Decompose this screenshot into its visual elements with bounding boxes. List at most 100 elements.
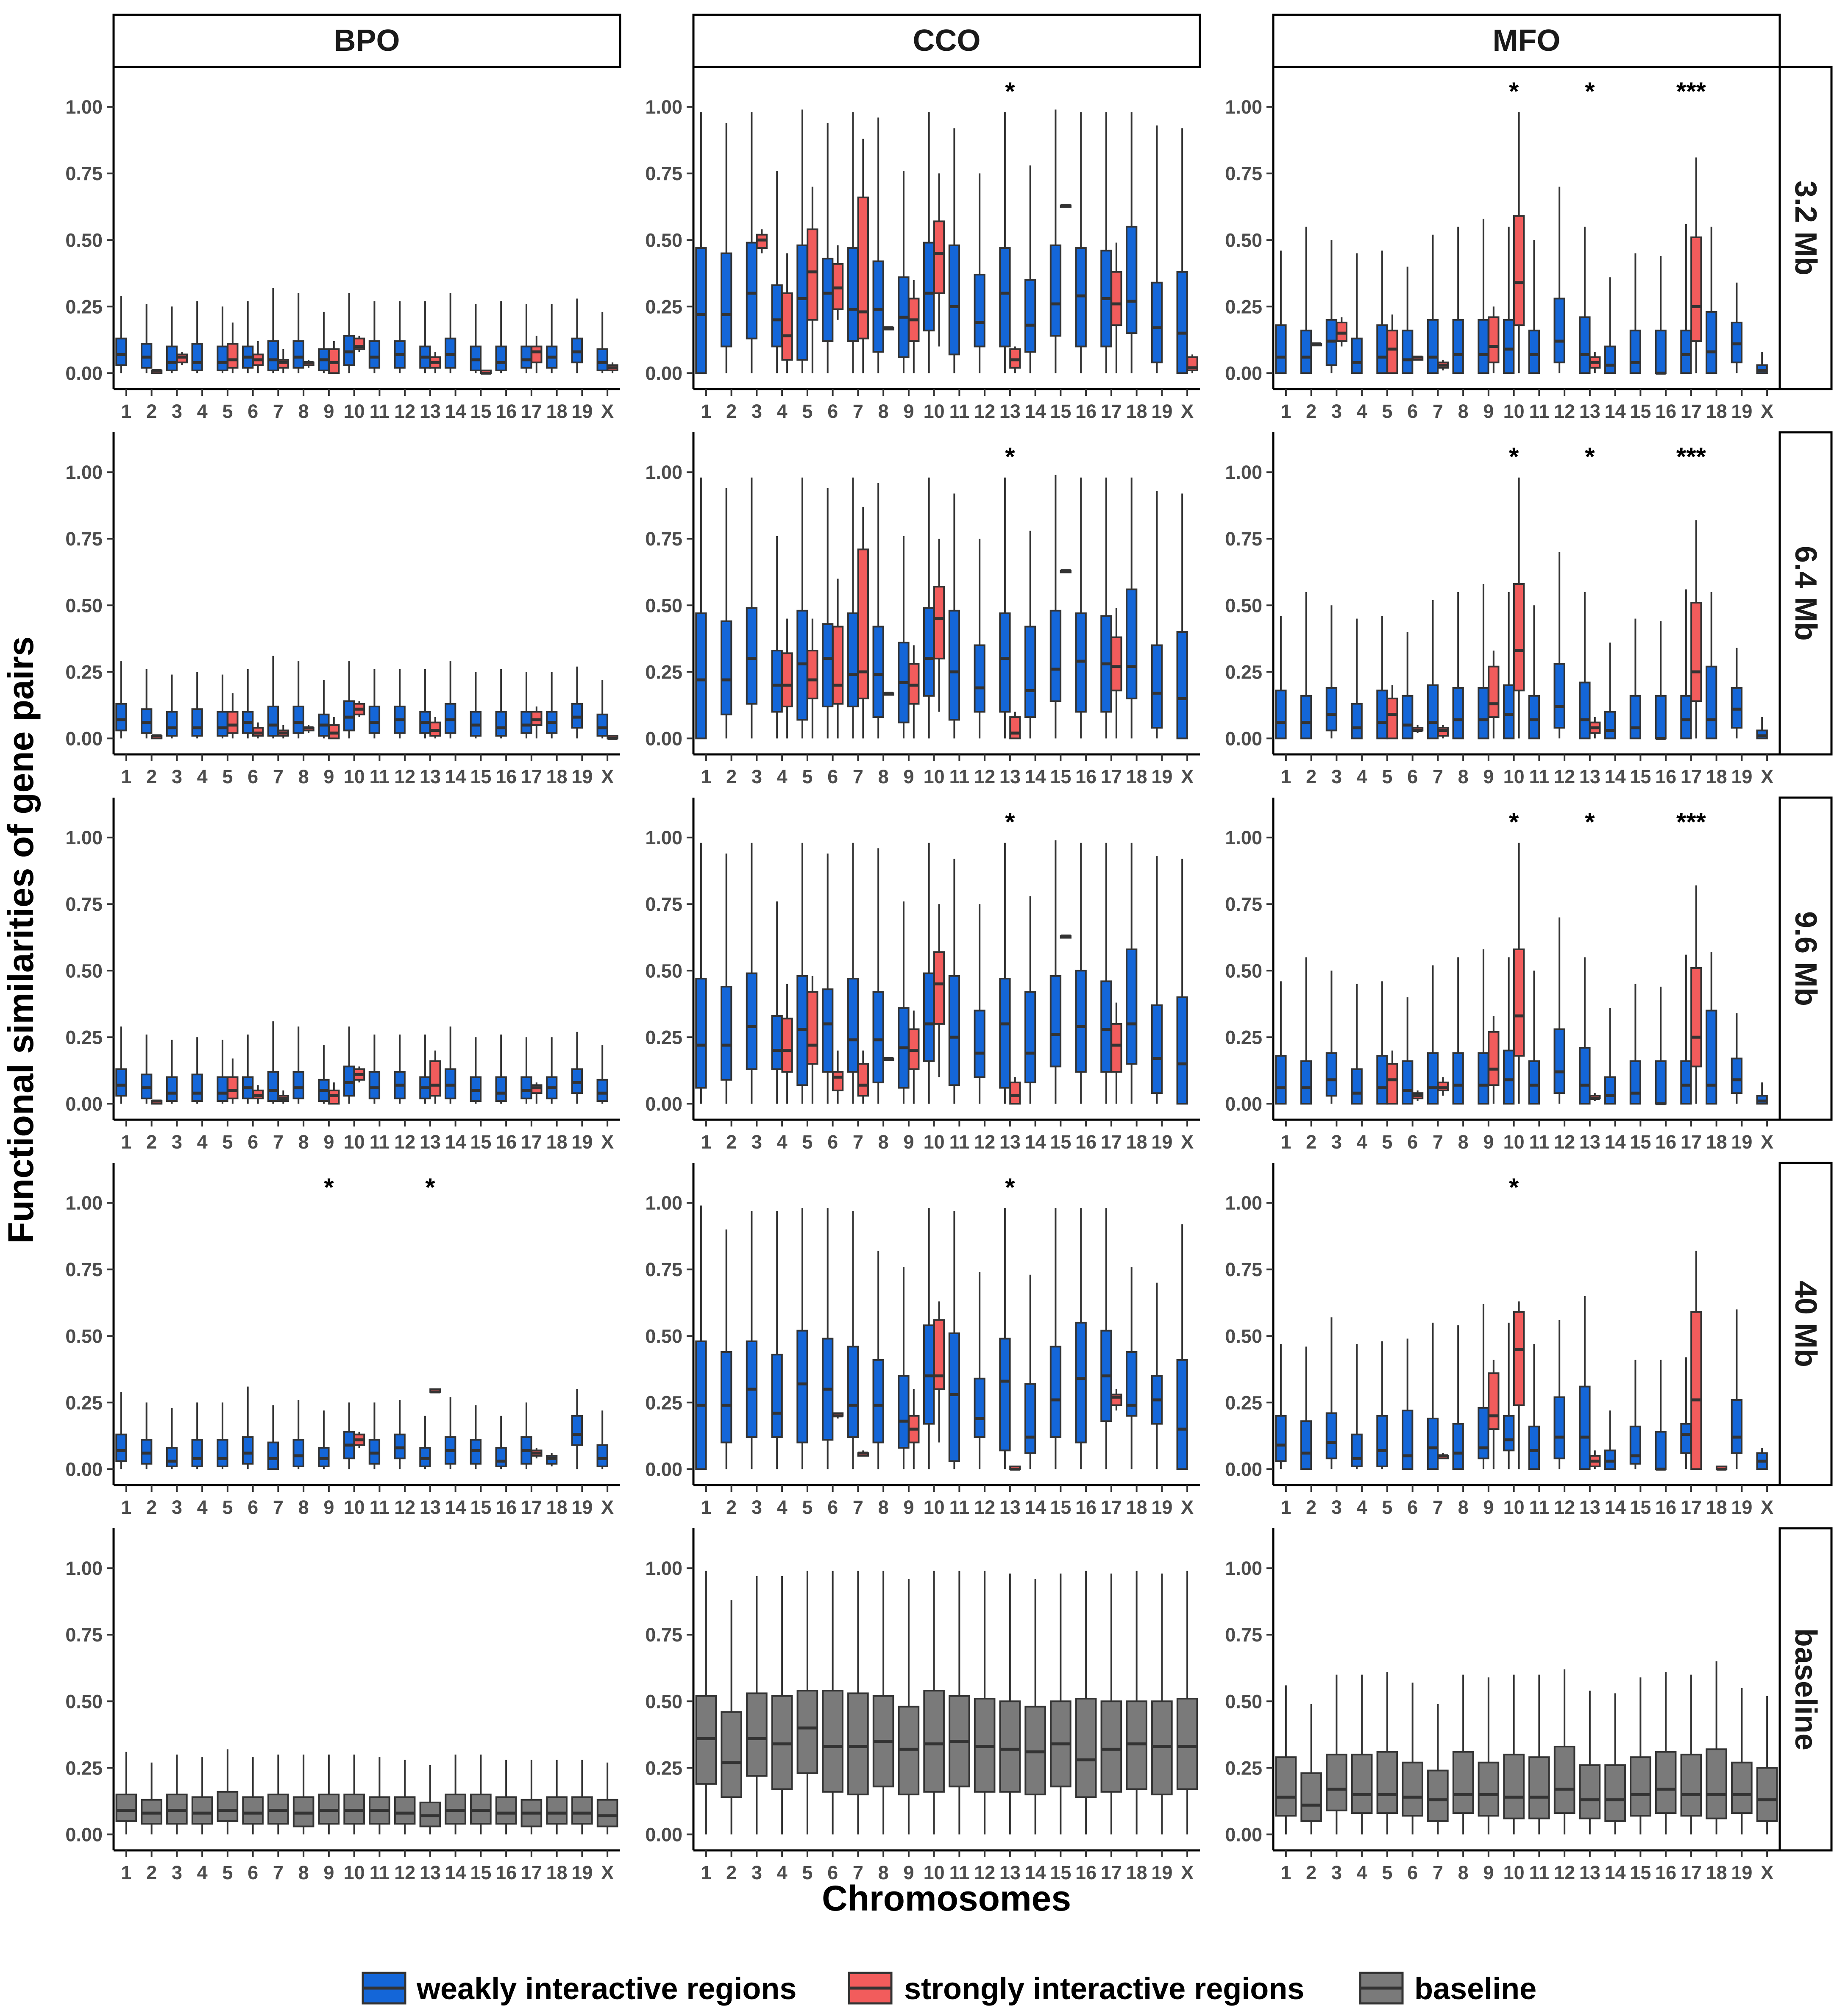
weak-box <box>974 1272 985 1469</box>
weak-box <box>571 1032 583 1104</box>
box-body <box>974 273 985 348</box>
box-body <box>974 1377 985 1438</box>
baseline-box <box>1326 1674 1347 1835</box>
strong-box <box>429 1050 441 1104</box>
x-tick-label: 18 <box>1706 766 1727 787</box>
box-body <box>267 340 279 372</box>
box-body <box>217 1791 239 1822</box>
x-tick-label: 5 <box>802 1862 813 1883</box>
box-body <box>1300 1420 1312 1470</box>
row-strip-box <box>1778 796 1833 1121</box>
x-tick-label: 10 <box>1503 1131 1525 1153</box>
x-tick-label: 9 <box>903 401 914 422</box>
x-tick-label: 11 <box>949 1131 970 1153</box>
panel-bpo-3-2-mb: 0.000.250.500.751.001 2 3 4 5 6 7 8 9 10 11 12 13 14 1… <box>65 67 620 422</box>
strong-box <box>227 693 239 739</box>
weak-box <box>368 1035 381 1104</box>
weak-box <box>1402 267 1414 374</box>
weak-box <box>445 1397 456 1469</box>
weak-box <box>242 301 254 373</box>
box-body <box>948 1332 960 1462</box>
x-tick-label: X <box>1761 1496 1773 1518</box>
x-tick-label: X <box>1181 401 1194 422</box>
x-tick-label: 13 <box>999 1496 1021 1518</box>
column-strip-box <box>1272 14 1781 68</box>
panel-mfo-baseline: 0.000.250.500.751.001 2 3 4 5 6 7 8 9 10 11 12 13 14 1… <box>1225 1528 1780 1883</box>
box-body <box>771 284 783 348</box>
weak-box <box>1024 896 1036 1104</box>
x-tick-label: 11 <box>370 401 390 422</box>
weak-box <box>191 301 203 373</box>
baseline-box <box>166 1754 188 1835</box>
x-tick-label: 11 <box>1529 1496 1550 1518</box>
weak-box <box>1151 491 1163 739</box>
panel-bpo-9-6-mb: 0.000.250.500.751.001 2 3 4 5 6 7 8 9 10 11 12 13 14 1… <box>65 798 620 1153</box>
box-body <box>1275 1055 1287 1105</box>
baseline-box <box>546 1760 568 1835</box>
y-tick-label: 0.25 <box>65 296 103 317</box>
weak-box <box>1604 643 1616 740</box>
box-body <box>974 1010 985 1078</box>
weak-box <box>923 1208 935 1469</box>
x-tick-label: 5 <box>222 1862 233 1883</box>
strong-box <box>1009 1077 1021 1105</box>
x-tick-label: 9 <box>323 1131 334 1153</box>
x-tick-label: 13 <box>999 1131 1021 1153</box>
x-tick-label: 16 <box>1655 1862 1676 1883</box>
x-tick-label: 2 <box>146 766 157 787</box>
x-tick-label: 15 <box>1630 766 1651 787</box>
x-tick-label: 9 <box>903 1131 914 1153</box>
significance-marker: * <box>1509 442 1519 471</box>
weak-box <box>394 1035 406 1104</box>
x-tick-label: 17 <box>521 766 542 787</box>
strong-box <box>1488 306 1500 373</box>
box-body <box>1553 1028 1565 1094</box>
x-tick-label: 13 <box>420 1496 441 1518</box>
weak-box <box>141 669 153 739</box>
x-tick-label: X <box>601 1496 614 1518</box>
box-body <box>923 1690 945 1793</box>
box-body <box>1024 991 1036 1084</box>
box-body <box>822 258 834 342</box>
weak-box <box>796 477 808 739</box>
significance-marker: * <box>1585 442 1595 471</box>
weak-box <box>394 669 406 739</box>
baseline-box <box>847 1571 869 1835</box>
box-body <box>1386 329 1398 374</box>
box-body <box>1300 1060 1312 1105</box>
strong-box <box>1110 608 1122 739</box>
weak-box <box>1452 592 1464 740</box>
x-tick-label: 8 <box>1458 401 1469 422</box>
weak-box <box>1452 226 1464 374</box>
x-tick-label: 1 <box>701 401 711 422</box>
strong-box <box>1009 1466 1021 1471</box>
x-tick-label: 14 <box>1605 401 1626 422</box>
box-body <box>1151 1004 1163 1094</box>
legend-label-weak: weakly interactive regions <box>416 1972 796 2006</box>
weak-box <box>1452 957 1464 1105</box>
weak-box <box>1528 240 1540 374</box>
weak-box <box>746 843 758 1104</box>
box-body <box>1655 1751 1677 1814</box>
baseline-box <box>1376 1672 1398 1835</box>
strong-box <box>176 352 188 365</box>
weak-box <box>1503 957 1515 1105</box>
x-tick-label: 6 <box>827 401 838 422</box>
strong-box <box>1060 204 1072 208</box>
strong-box <box>807 976 818 1104</box>
x-tick-label: 6 <box>248 1496 258 1518</box>
box-body <box>1706 311 1717 374</box>
panel-mfo-6-4-mb: 0.000.250.500.751.001 2 3 4 5 6 7 8 9 10 11 12 13 14 1… <box>1225 432 1780 787</box>
x-tick-label: 9 <box>1483 1131 1494 1153</box>
weak-box <box>1655 1360 1667 1471</box>
weak-box <box>822 853 834 1104</box>
box-body <box>267 1441 279 1470</box>
baseline-box <box>898 1579 920 1835</box>
strong-box <box>1513 112 1525 373</box>
x-tick-label: 19 <box>1731 1862 1752 1883</box>
x-tick-label: 9 <box>1483 1862 1494 1883</box>
weak-box <box>1151 125 1163 373</box>
x-tick-label: X <box>601 766 614 787</box>
x-tick-label: 1 <box>121 1131 131 1153</box>
box-body <box>1604 345 1616 374</box>
